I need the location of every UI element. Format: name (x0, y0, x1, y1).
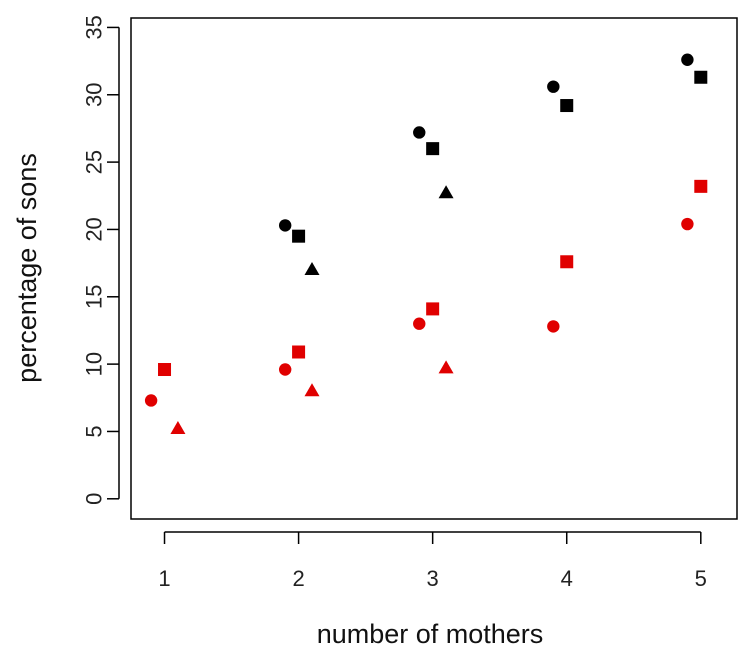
y-tick-label: 0 (82, 493, 107, 505)
y-axis: 0 5 10 15 20 25 30 35 (82, 15, 120, 505)
black-square-point (292, 229, 306, 243)
red-circle-point (547, 320, 560, 333)
x-tick-label: 3 (427, 566, 439, 591)
black-square-point (426, 142, 440, 156)
y-tick-label: 25 (82, 150, 107, 174)
y-tick-label: 30 (82, 83, 107, 107)
x-axis-title: number of mothers (317, 619, 544, 649)
red-triangle-point (304, 383, 320, 397)
x-axis: 1 2 3 4 5 (158, 531, 707, 591)
black-square-point (560, 99, 574, 113)
y-axis-title: percentage of sons (12, 153, 42, 383)
x-tick-label: 4 (561, 566, 573, 591)
x-tick-label: 2 (292, 566, 304, 591)
black-square-point (694, 70, 708, 84)
x-tick-label: 5 (695, 566, 707, 591)
red-circle-point (413, 317, 426, 330)
plot-frame (130, 17, 738, 520)
black-circle-point (413, 126, 426, 139)
y-tick-label: 20 (82, 217, 107, 241)
red-square-point (292, 345, 306, 359)
red-circle-point (144, 394, 158, 407)
red-circle-point (278, 363, 292, 376)
data-points (144, 53, 708, 434)
red-triangle-point (438, 360, 454, 374)
black-circle-point (681, 53, 694, 66)
black-circle-point (278, 219, 292, 232)
black-triangle-point (438, 185, 454, 199)
y-tick-label: 5 (82, 425, 107, 437)
red-square-point (158, 363, 172, 377)
y-tick-label: 10 (82, 352, 107, 376)
y-tick-label: 15 (82, 285, 107, 309)
red-square-point (560, 255, 574, 269)
y-tick-label: 35 (82, 15, 107, 39)
red-circle-point (681, 217, 694, 231)
black-triangle-point (304, 262, 320, 276)
red-square-point (694, 179, 708, 193)
x-tick-label: 1 (158, 566, 170, 591)
red-square-point (426, 302, 440, 316)
black-circle-point (547, 80, 560, 93)
red-triangle-point (170, 420, 186, 434)
